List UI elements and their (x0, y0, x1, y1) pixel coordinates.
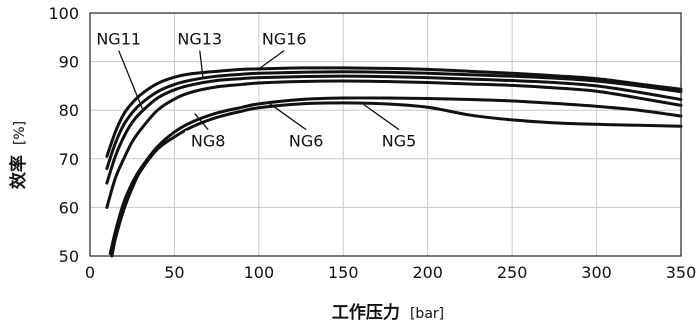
series-line-ng11 (105, 74, 683, 185)
series-label-ng6: NG6 (289, 132, 324, 151)
y-tick-label: 50 (59, 247, 79, 266)
x-axis-unit: [bar] (410, 306, 444, 322)
x-axis-title: 工作压力 [bar] (332, 302, 444, 323)
leader-ng13 (199, 50, 204, 80)
x-axis-title-text: 工作压力 (332, 302, 400, 323)
series-label-bg (95, 28, 142, 49)
y-tick-label: 60 (59, 198, 79, 217)
series-label-bg (185, 130, 232, 151)
series-label-bg (261, 28, 308, 49)
x-tick-label: 350 (666, 263, 696, 282)
series-label-ng11: NG11 (96, 30, 141, 49)
series-lines (105, 66, 683, 258)
leader-ng11 (118, 50, 143, 109)
plot-frame (89, 12, 682, 257)
y-tick-label: 100 (48, 4, 79, 23)
series-label-leaders (118, 50, 400, 131)
y-tick-label: 80 (59, 101, 79, 120)
x-tick-label: 0 (85, 263, 95, 282)
y-axis-ticks: 50 60 70 80 90 100 (48, 4, 79, 266)
series-label-ng8: NG8 (191, 132, 226, 151)
x-tick-label: 250 (497, 263, 528, 282)
leader-ng16 (258, 50, 285, 70)
x-tick-label: 300 (581, 263, 612, 282)
series-label-ng13: NG13 (177, 30, 222, 49)
x-tick-label: 50 (164, 263, 184, 282)
y-axis-title-text: 效率 (8, 155, 29, 189)
x-tick-label: 150 (328, 263, 359, 282)
series-line-ng13 (105, 70, 683, 171)
leader-ng8 (194, 113, 209, 131)
series-label-ng16: NG16 (262, 30, 307, 49)
series-label-bg (176, 28, 223, 49)
series-line-ng5 (110, 101, 683, 258)
x-tick-label: 100 (244, 263, 275, 282)
x-axis-ticks: 0 50 100 150 200 250 300 350 (85, 263, 696, 282)
series-label-bg (376, 130, 423, 151)
leader-ng6 (266, 101, 307, 131)
y-tick-label: 70 (59, 150, 79, 169)
series-label-bg (283, 130, 330, 151)
series-line-ng6 (108, 96, 683, 256)
series-labels: NG11 NG13 NG16 NG8 NG6 NG5 (95, 28, 423, 151)
y-axis-title: 效率 [%] (8, 121, 29, 189)
y-tick-label: 90 (59, 53, 79, 72)
series-label-ng5: NG5 (382, 132, 417, 151)
x-tick-label: 200 (412, 263, 443, 282)
y-axis-unit: [%] (12, 121, 28, 145)
series-line-ng8 (105, 79, 683, 209)
leader-ng5 (363, 103, 400, 131)
